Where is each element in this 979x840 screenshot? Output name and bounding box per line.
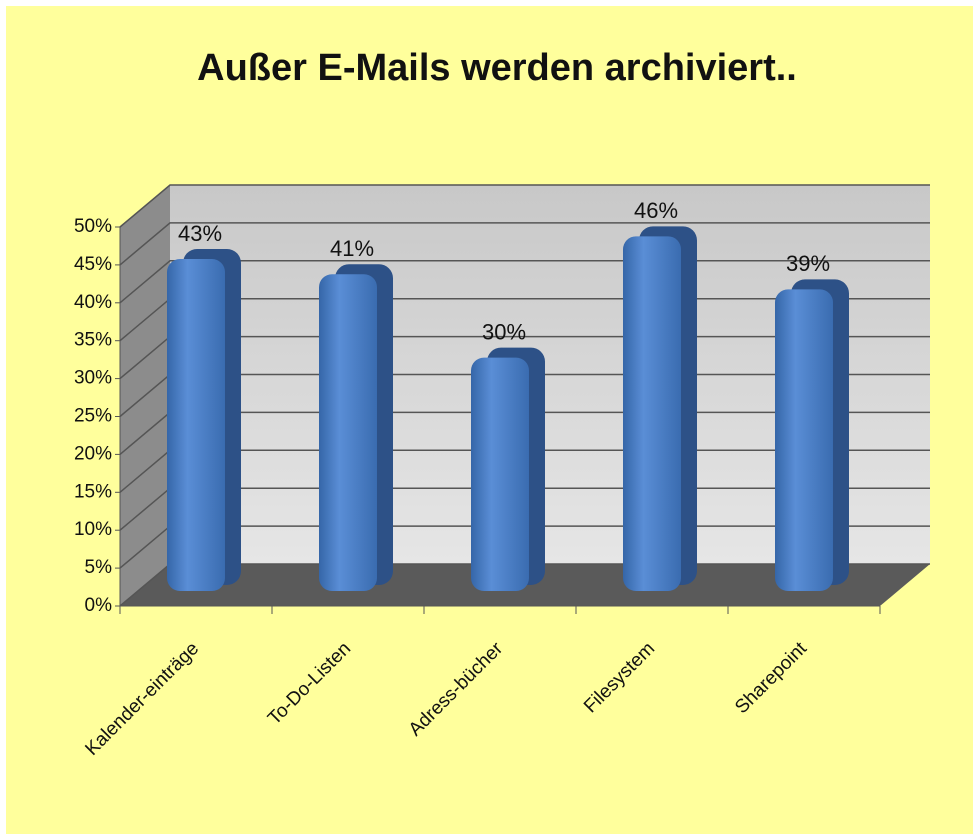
y-tick-label: 50% [74, 216, 112, 237]
bar [623, 226, 697, 591]
value-label: 43% [178, 221, 222, 246]
bar [319, 264, 393, 591]
chart-title: Außer E-Mails werden archiviert.. [197, 47, 797, 89]
bar [471, 347, 545, 591]
bar-front [471, 357, 529, 591]
grid-line [119, 222, 930, 266]
y-tick-label: 0% [85, 595, 113, 616]
bar-front [167, 259, 225, 591]
bar-front [319, 274, 377, 591]
y-tick-label: 5% [85, 557, 113, 578]
value-label: 39% [786, 251, 830, 276]
value-label: 30% [482, 319, 526, 344]
y-tick-label: 30% [74, 368, 112, 389]
value-label: 41% [330, 236, 374, 261]
y-tick-label: 40% [74, 292, 112, 313]
bar [775, 279, 849, 591]
y-tick-label: 10% [74, 519, 112, 540]
y-tick-label: 35% [74, 330, 112, 351]
value-label: 46% [634, 198, 678, 223]
bar-front [623, 236, 681, 591]
bar-front [775, 289, 833, 591]
y-tick-label: 15% [74, 481, 112, 502]
y-tick-label: 20% [74, 443, 112, 464]
grid-line [119, 184, 930, 228]
y-tick-label: 45% [74, 254, 112, 275]
bar [167, 249, 241, 591]
y-tick-label: 25% [74, 406, 112, 427]
